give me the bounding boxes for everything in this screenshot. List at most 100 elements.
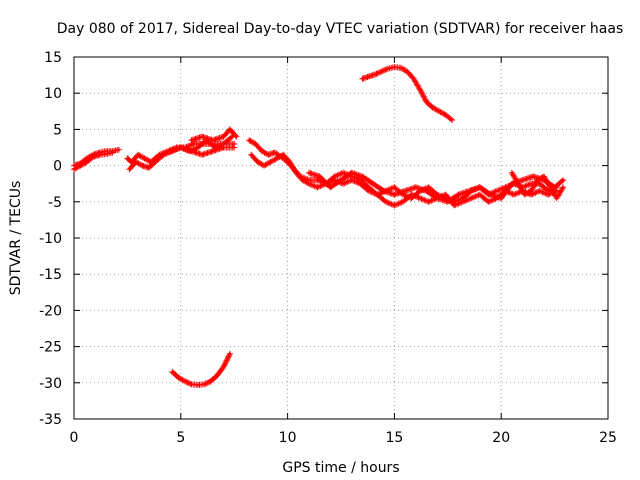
data-point [446,200,449,203]
data-point [367,186,370,189]
y-tick-label: 10 [44,86,62,102]
data-point [222,135,225,138]
data-point [487,200,490,203]
y-tick-label: -5 [48,195,62,211]
data-point [367,75,370,78]
data-point [457,193,460,196]
data-point [350,175,353,178]
data-point [190,383,193,386]
x-tick-label: 25 [599,430,617,446]
data-point [425,100,428,104]
data-point [111,151,114,154]
data-point [273,151,276,154]
data-point [201,135,204,138]
data-point [260,149,264,153]
data-point [233,142,236,146]
data-point [307,171,311,174]
data-point [215,374,219,377]
data-point [532,175,535,178]
data-marks [71,64,567,388]
data-point [500,197,503,200]
series-markers [359,64,456,123]
data-point [555,189,558,193]
data-point [444,193,447,196]
data-point [262,164,266,167]
data-point [222,142,225,146]
data-point [211,139,214,142]
data-point [435,197,439,200]
data-point [431,106,434,109]
data-point [547,193,550,196]
data-point [171,370,174,374]
data-point [92,155,95,159]
y-tick-label: -15 [39,267,62,283]
chart-title: Day 080 of 2017, Sidereal Day-to-day VTE… [57,21,624,37]
data-point [333,178,336,182]
data-point [427,200,430,203]
data-point [72,168,76,171]
data-point [211,149,214,153]
data-point [341,182,345,185]
data-point [179,146,182,149]
series-track-j [508,169,567,202]
series-track-l [169,350,233,388]
data-point [143,157,146,160]
data-point [384,200,388,203]
data-point [376,193,379,196]
data-point [196,383,200,387]
data-point [248,139,251,142]
data-point [316,186,319,189]
data-point [549,186,552,189]
data-point [235,135,238,138]
data-point [228,128,232,131]
y-tick-label: 15 [44,50,62,66]
data-point [192,142,195,146]
data-point [367,189,370,193]
data-point [177,376,180,379]
data-point [561,186,565,189]
data-point [435,193,439,196]
x-tick-label: 5 [176,430,185,446]
data-point [79,164,82,167]
data-point [561,178,565,182]
series-track-b [71,149,116,173]
data-point [393,193,396,196]
data-point [380,70,383,73]
data-point [117,148,121,151]
data-point [517,182,520,185]
data-point [401,200,405,203]
data-point [510,171,514,174]
data-point [233,146,236,149]
x-tick-label: 0 [70,430,79,446]
axis-ticks: 0 5 10 15 20 25 15 10 5 0 -5 -10 -15 -20 -25 -30 -35 [39,50,617,446]
y-tick-label: -10 [39,231,62,247]
data-point [453,204,456,207]
data-point [190,149,193,153]
data-point [406,70,409,73]
data-point [147,166,150,169]
data-point [222,365,225,369]
data-point [196,146,200,149]
data-point [209,380,212,383]
data-point [403,189,407,193]
data-point [256,160,259,164]
data-point [553,186,556,189]
data-point [359,178,362,182]
data-point [222,146,225,149]
data-point [393,65,396,69]
data-point [555,197,558,200]
x-tick-label: 20 [492,430,510,446]
data-point [478,193,481,196]
data-point [468,189,471,193]
data-point [269,160,272,164]
data-point [350,178,353,182]
data-point [282,153,285,156]
data-point [288,160,291,164]
data-point [98,153,101,156]
data-point [136,153,140,156]
grid-lines [74,57,608,419]
data-point [444,113,447,117]
data-point [183,380,187,383]
data-point [329,186,332,189]
